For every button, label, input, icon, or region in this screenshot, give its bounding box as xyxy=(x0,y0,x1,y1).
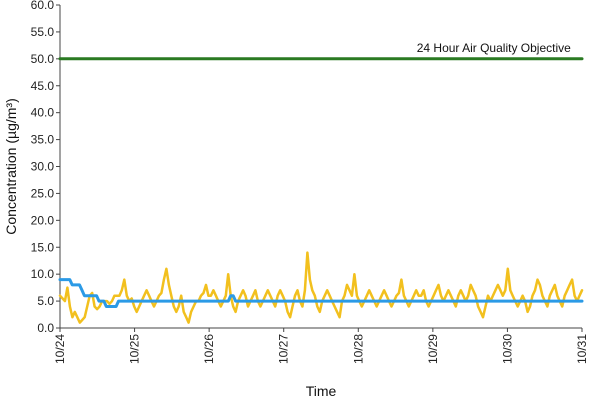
objective-annotation: 24 Hour Air Quality Objective xyxy=(417,41,571,55)
y-tick-label: 55.0 xyxy=(31,25,55,39)
x-tick-label: 10/27 xyxy=(277,334,291,364)
y-tick-label: 50.0 xyxy=(31,52,55,66)
x-tick-label: 10/29 xyxy=(426,334,440,364)
tick-labels: 0.0 5.0 10.0 15.0 20.0 25.0 30.0 35.0 40.0 45.0 50… xyxy=(31,0,589,364)
series-group xyxy=(58,57,584,324)
x-axis-title: Time xyxy=(306,383,337,399)
series-line-blue xyxy=(58,278,584,308)
y-tick-label: 15.0 xyxy=(31,240,55,254)
x-tick-label: 10/24 xyxy=(53,334,67,364)
x-tick-label: 10/26 xyxy=(202,334,216,364)
y-tick-label: 30.0 xyxy=(31,160,55,174)
y-tick-label: 5.0 xyxy=(37,294,54,308)
y-tick-label: 60.0 xyxy=(31,0,55,12)
y-tick-label: 40.0 xyxy=(31,106,55,120)
y-axis-title: Concentration (µg/m³) xyxy=(3,98,19,234)
y-tick-label: 35.0 xyxy=(31,133,55,147)
x-tick-label: 10/28 xyxy=(351,334,365,364)
annotations: 24 Hour Air Quality Objective xyxy=(417,41,571,55)
x-tick-label: 10/25 xyxy=(128,334,142,364)
y-tick-label: 20.0 xyxy=(31,213,55,227)
y-tick-label: 10.0 xyxy=(31,267,55,281)
y-tick-label: 0.0 xyxy=(37,321,54,335)
series-line-yellow xyxy=(58,251,584,324)
y-tick-label: 25.0 xyxy=(31,186,55,200)
x-tick-label: 10/31 xyxy=(575,334,589,364)
x-tick-label: 10/30 xyxy=(500,334,514,364)
y-tick-label: 45.0 xyxy=(31,79,55,93)
